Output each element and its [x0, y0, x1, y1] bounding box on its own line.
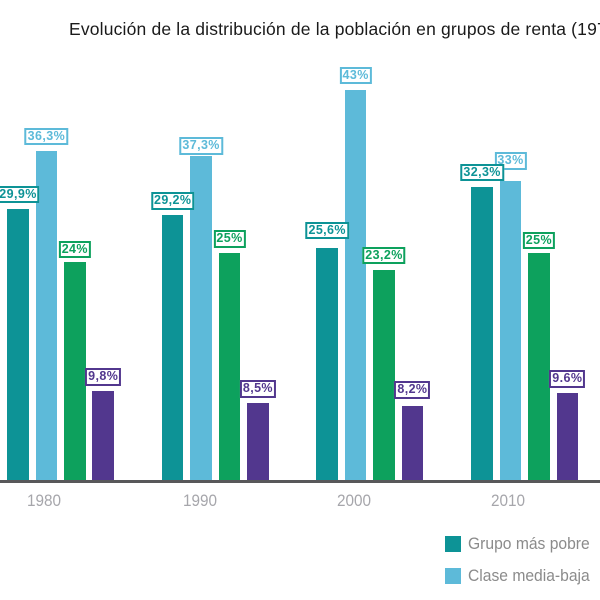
bar-value-label: 8,5% — [239, 380, 276, 398]
bar-value-label: 37,3% — [179, 137, 223, 155]
x-tick-label-1980: 1980 — [27, 491, 62, 510]
bar-value-label: 29,2% — [150, 192, 195, 210]
legend-swatch — [445, 536, 461, 552]
bar-2010-s1 — [499, 180, 522, 481]
bar-value-label: 43% — [339, 66, 372, 85]
x-tick-label-2000: 2000 — [337, 491, 372, 510]
legend-item: Clase media-baja — [445, 565, 600, 585]
bar-value-label: 32,3% — [460, 163, 504, 182]
bar-1980-s1 — [35, 150, 58, 481]
legend-label: Clase media-baja — [468, 565, 590, 585]
bar-value-label: 24% — [58, 240, 91, 259]
bar-1980-s0 — [7, 208, 29, 481]
chart-title-text: Evolución de la distribución de la pobla… — [69, 18, 597, 39]
bar-1990-s1 — [190, 155, 212, 481]
chart-title-clipped-char: 7 — [597, 19, 600, 39]
legend-item: Grupo más pobre — [445, 534, 600, 553]
bar-1990-s2 — [218, 253, 241, 481]
bar-2010-s0 — [471, 186, 493, 481]
bar-2000-s2 — [373, 269, 395, 481]
bar-value-label: 23,2% — [362, 246, 406, 265]
legend-label: Grupo más pobre — [468, 534, 590, 553]
chart-title: Evolución de la distribución de la pobla… — [69, 19, 600, 40]
x-tick-label-1990: 1990 — [182, 491, 218, 510]
legend-swatch — [445, 567, 461, 584]
bar-value-label: 36,3% — [24, 127, 69, 146]
bar-1980-s3 — [92, 391, 114, 481]
bar-value-label: 25% — [522, 231, 555, 250]
bar-1990-s0 — [161, 215, 184, 481]
bar-2010-s2 — [528, 253, 550, 481]
bar-value-label: 9.6% — [549, 370, 586, 388]
bar-2010-s3 — [556, 393, 579, 481]
bar-2000-s0 — [316, 247, 338, 481]
bar-value-label: 25,6% — [305, 221, 349, 240]
x-axis-line — [0, 480, 600, 483]
x-tick-label-2010: 2010 — [490, 491, 525, 510]
chart-legend: Grupo más pobre Clase media-baja — [445, 534, 600, 599]
bar-1990-s3 — [247, 403, 269, 481]
bar-2000-s1 — [344, 89, 367, 481]
bar-value-label: 8,2% — [394, 381, 431, 399]
bar-value-label: 29,9% — [0, 185, 40, 204]
bar-value-label: 9,8% — [85, 368, 122, 386]
bar-2000-s3 — [401, 405, 424, 481]
bar-value-label: 25% — [213, 230, 246, 248]
bar-1980-s2 — [64, 262, 86, 481]
